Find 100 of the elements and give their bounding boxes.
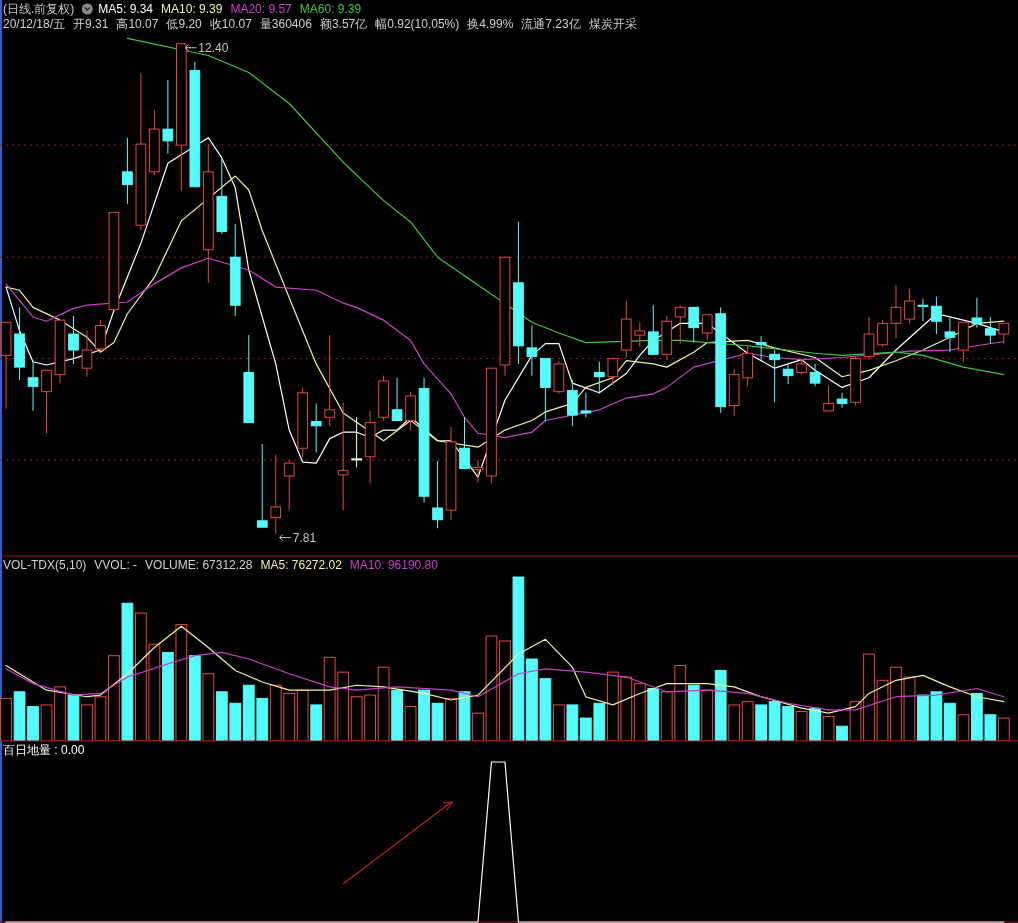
annotation: 额3.57亿 bbox=[319, 17, 368, 31]
text: MA60: 9.39 bbox=[299, 2, 362, 16]
candlestick bbox=[836, 392, 848, 409]
candlestick bbox=[647, 304, 659, 356]
bar bbox=[202, 673, 215, 742]
candlestick bbox=[917, 298, 929, 322]
text: VOLUME: 67312.28 bbox=[145, 558, 253, 572]
candlestick bbox=[68, 315, 79, 365]
bar bbox=[701, 689, 714, 742]
candlestick bbox=[432, 460, 443, 529]
text: 百日地量 : 0.00 bbox=[3, 743, 85, 757]
candlestick bbox=[324, 334, 336, 427]
candlestick bbox=[607, 357, 619, 386]
annotation: 流通7.23亿 bbox=[521, 17, 581, 31]
candlestick bbox=[256, 443, 268, 528]
bar bbox=[728, 704, 741, 742]
candlestick bbox=[755, 335, 767, 361]
bar bbox=[121, 602, 134, 742]
bar bbox=[458, 691, 471, 742]
bar bbox=[741, 701, 754, 742]
bar bbox=[161, 651, 174, 742]
bar bbox=[944, 702, 956, 742]
bar bbox=[553, 704, 565, 742]
candlestick bbox=[81, 330, 93, 378]
annotation: 20/12/18/五 bbox=[3, 17, 66, 31]
bar bbox=[647, 688, 660, 742]
annotation: 开9.31 bbox=[73, 17, 109, 31]
candlestick bbox=[823, 384, 834, 412]
candlestick bbox=[809, 363, 821, 387]
text: MA20: 9.57 bbox=[230, 2, 293, 16]
annotation: 高10.07 bbox=[116, 17, 159, 31]
candlestick bbox=[688, 306, 700, 344]
bar bbox=[566, 704, 579, 742]
bar bbox=[822, 715, 835, 742]
candlestick bbox=[41, 369, 52, 434]
candlestick bbox=[459, 416, 470, 469]
candlestick bbox=[351, 416, 362, 468]
candlestick bbox=[391, 377, 403, 421]
text: VOL-TDX(5,10) bbox=[3, 558, 87, 572]
annotation: 7.81 bbox=[292, 530, 317, 545]
annotation: 煤炭开采 bbox=[588, 17, 637, 31]
candlestick bbox=[863, 316, 875, 361]
bar bbox=[108, 655, 120, 742]
text: MA10: 96190.80 bbox=[349, 558, 439, 572]
bar bbox=[957, 714, 970, 742]
annotation: 低9.20 bbox=[166, 17, 203, 31]
bar bbox=[997, 717, 1010, 742]
bar bbox=[296, 689, 309, 742]
bar bbox=[836, 725, 848, 742]
bar bbox=[687, 684, 700, 742]
annotation: 换4.99% bbox=[467, 17, 514, 31]
candlestick bbox=[95, 319, 106, 351]
text: VVOL: - bbox=[94, 558, 138, 572]
text: MA10: 9.39 bbox=[161, 2, 223, 16]
bar bbox=[714, 669, 727, 742]
candlestick bbox=[162, 79, 174, 155]
candlestick bbox=[310, 402, 322, 453]
candlestick bbox=[904, 288, 915, 324]
candlestick bbox=[593, 361, 605, 395]
bar bbox=[377, 666, 390, 742]
candlestick bbox=[890, 284, 902, 339]
candlestick bbox=[931, 296, 942, 335]
candlestick bbox=[877, 319, 888, 348]
annotation: 量360406 bbox=[259, 17, 313, 31]
bar bbox=[404, 706, 417, 742]
bar bbox=[755, 704, 768, 742]
bar bbox=[445, 697, 457, 742]
text: MA5: 9.34 bbox=[98, 2, 154, 16]
candlestick bbox=[283, 459, 295, 511]
bar bbox=[67, 694, 80, 742]
bar bbox=[633, 683, 646, 742]
candlestick bbox=[971, 297, 983, 329]
bar bbox=[175, 624, 188, 742]
candlestick bbox=[634, 321, 646, 348]
bar bbox=[512, 576, 525, 742]
candlestick bbox=[674, 304, 686, 345]
candlestick bbox=[944, 317, 956, 353]
candlestick bbox=[122, 137, 133, 205]
candlestick bbox=[270, 454, 282, 535]
candlestick bbox=[998, 322, 1010, 345]
candlestick bbox=[782, 362, 794, 385]
bar bbox=[310, 704, 323, 742]
annotation: 12.40 bbox=[198, 40, 229, 55]
text: MA5: 76272.02 bbox=[260, 558, 343, 572]
bar bbox=[795, 710, 808, 742]
candlestick bbox=[27, 360, 39, 412]
bar bbox=[391, 689, 403, 742]
candlestick bbox=[769, 349, 780, 403]
candlestick bbox=[337, 401, 349, 511]
chart-title: (日线.前复权) bbox=[3, 2, 75, 16]
annotation: 收10.07 bbox=[209, 17, 253, 31]
annotation: 幅0.92(10.05%) bbox=[375, 17, 460, 31]
candlestick bbox=[701, 314, 713, 341]
candlestick bbox=[526, 324, 538, 377]
candlestick bbox=[985, 316, 996, 345]
candlestick bbox=[580, 392, 592, 418]
candlestick bbox=[472, 459, 484, 483]
bar bbox=[188, 655, 201, 742]
bar bbox=[809, 707, 821, 742]
bar bbox=[0, 697, 12, 742]
